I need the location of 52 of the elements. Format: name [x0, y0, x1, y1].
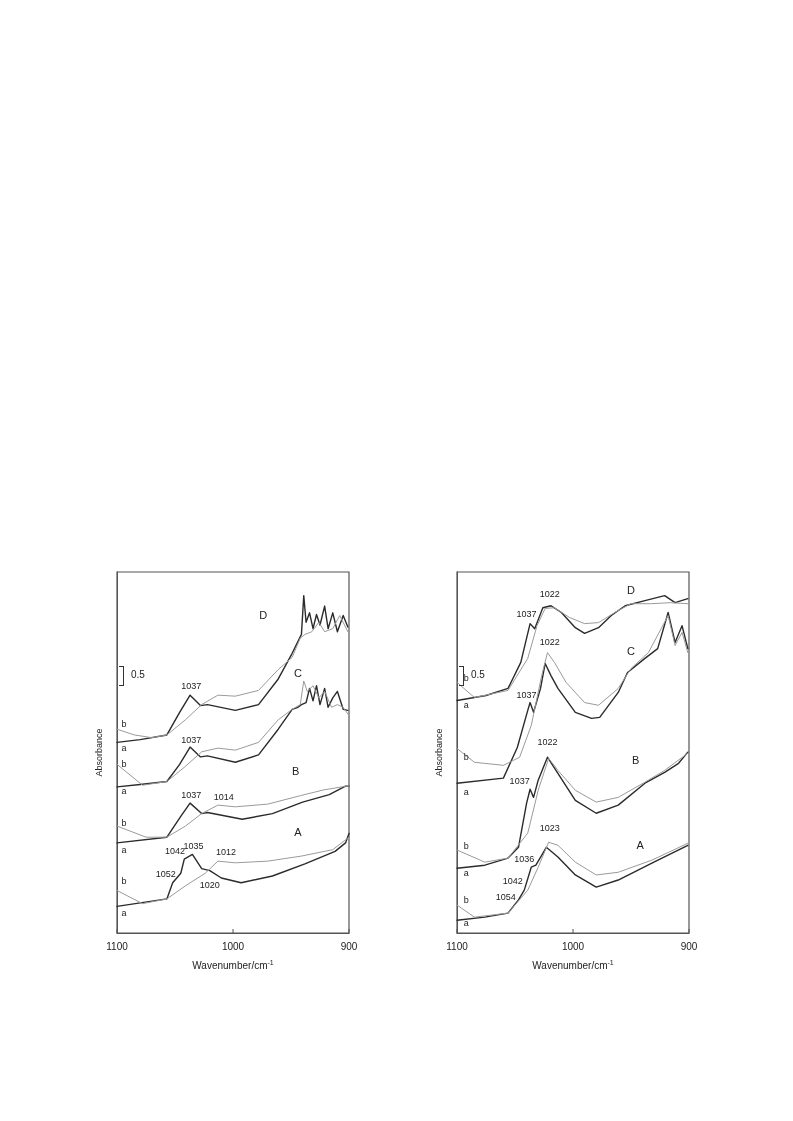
x-tick-label: 900	[680, 940, 698, 952]
annotation: 1014	[213, 792, 234, 803]
annotation: 1037	[181, 734, 202, 745]
x-tick-label: 1000	[221, 940, 245, 952]
annotation: 1037	[516, 608, 537, 619]
annotation: 1054	[495, 891, 516, 902]
annotation: C	[293, 667, 302, 680]
x-tick-label: 1000	[561, 940, 585, 952]
annotation: B	[291, 764, 300, 777]
annotation: 1023	[539, 823, 560, 834]
annotation: 1052	[155, 869, 176, 880]
annotation: b	[121, 817, 127, 828]
y-axis-title: Absorbance	[433, 728, 444, 777]
annotation: b	[463, 894, 469, 905]
annotation: C	[627, 645, 636, 658]
annotation: b	[121, 719, 127, 730]
annotation: 1037	[509, 776, 530, 787]
annotation: A	[294, 825, 303, 838]
annotation: B	[631, 754, 640, 767]
annotation: 1012	[216, 847, 237, 858]
annotation: 1037	[181, 789, 202, 800]
x-tick-label: 900	[340, 940, 358, 952]
annotation: a	[121, 786, 127, 797]
annotation: 1042	[164, 846, 186, 857]
x-tick-label: 1100	[106, 940, 129, 952]
annotation: b	[463, 841, 469, 852]
annotation: 1022	[539, 588, 560, 599]
annotation: 1037	[516, 689, 537, 700]
annotation: a	[463, 787, 469, 798]
annotation: 1022	[539, 637, 560, 648]
annotation: 1042	[502, 876, 523, 887]
x-tick-label: 1100	[446, 940, 469, 952]
annotation: 1022	[537, 737, 558, 748]
annotation: a	[121, 908, 127, 919]
annotation: 1037	[181, 680, 202, 691]
annotation: a	[463, 700, 469, 711]
annotation: b	[121, 759, 127, 770]
annotation: 0.5	[131, 668, 145, 680]
annotation: b	[463, 752, 469, 763]
annotation: a	[121, 844, 127, 855]
annotation: a	[463, 868, 469, 879]
annotation: D	[627, 584, 636, 597]
annotation: a	[463, 917, 469, 928]
annotation: A	[636, 839, 645, 852]
annotation: 0.5	[471, 668, 485, 680]
annotation: a	[121, 743, 127, 754]
annotation: b	[463, 673, 469, 684]
y-axis-title: Absorbance	[93, 728, 104, 777]
annotation: D	[259, 609, 268, 622]
annotation: 1020	[199, 879, 220, 890]
annotation: b	[121, 876, 127, 887]
annotation: 1036	[514, 853, 535, 864]
